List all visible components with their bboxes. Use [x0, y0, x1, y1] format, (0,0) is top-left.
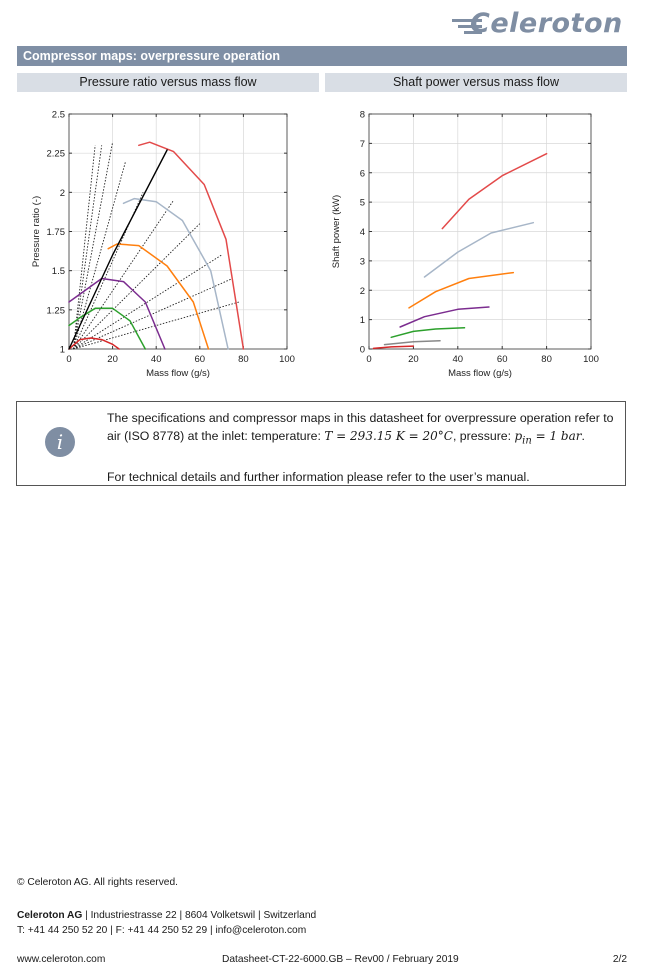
y-tick-label: 7 — [360, 139, 365, 150]
copyright: © Celeroton AG. All rights reserved. — [17, 877, 178, 888]
company-contact: T: +41 44 250 52 20 | F: +41 44 250 52 2… — [17, 925, 307, 936]
x-tick-label: 40 — [151, 354, 162, 365]
x-tick-label: 80 — [541, 354, 552, 365]
section-title: Compressor maps: overpressure operation — [17, 46, 627, 66]
y-tick-label: 2.5 — [52, 110, 65, 121]
series-line-speed-6 — [138, 141, 245, 350]
efficiency-dotted-line — [72, 199, 175, 350]
efficiency-dotted-line — [72, 145, 96, 350]
right-chart-title: Shaft power versus mass flow — [325, 73, 627, 92]
x-tick-label: 20 — [107, 354, 118, 365]
series-line-speed-6 — [441, 152, 548, 230]
y-axis-label: Pressure ratio (-) — [31, 196, 42, 267]
y-tick-label: 4 — [360, 227, 365, 238]
series-line-speed-4 — [408, 271, 515, 309]
brand-name: Celeroton — [470, 8, 623, 39]
temperature-formula: T = 293.15 K = 20°C — [324, 429, 453, 443]
document-id: Datasheet-CT-22-6000.GB – Rev00 / Februa… — [222, 954, 459, 965]
info-icon: i — [45, 427, 75, 457]
y-tick-label: 1 — [60, 345, 65, 356]
series-line-speed-2 — [68, 307, 147, 350]
x-axis-label: Mass flow (g/s) — [448, 368, 512, 379]
pressure-ratio-chart: 0 20 40 60 80 100 1 1.25 1.5 1.75 2 2.25 2.5 Mass flo… — [31, 110, 295, 380]
y-tick-label: 1.25 — [47, 305, 66, 316]
info-paragraph-manual: For technical details and further inform… — [107, 470, 530, 485]
efficiency-dotted-line — [72, 145, 103, 350]
info-box: i The specifications and compressor maps… — [16, 401, 626, 486]
y-axis-label: Shaft power (kW) — [331, 195, 342, 268]
series-line-speed-5 — [423, 221, 535, 278]
x-tick-label: 80 — [238, 354, 249, 365]
series-line-speed-1 — [372, 345, 415, 350]
series-line-speed-3 — [68, 277, 166, 350]
y-tick-label: 3 — [360, 256, 365, 267]
x-tick-label: 0 — [366, 354, 371, 365]
y-tick-label: 2.25 — [47, 149, 66, 160]
series-line-speed-2 — [390, 327, 466, 339]
left-chart-title: Pressure ratio versus mass flow — [17, 73, 319, 92]
efficiency-dotted-line — [72, 142, 114, 350]
website-link[interactable]: www.celeroton.com — [17, 954, 106, 965]
x-tick-label: 60 — [497, 354, 508, 365]
y-tick-label: 1 — [360, 315, 365, 326]
series-line-surge-line — [68, 149, 168, 350]
series-line-speed-5 — [122, 197, 229, 350]
y-tick-label: 1.75 — [47, 227, 66, 238]
efficiency-dotted-line — [73, 278, 233, 350]
info-paragraph-conditions: The specifications and compressor maps i… — [107, 411, 614, 447]
x-tick-label: 60 — [195, 354, 206, 365]
x-tick-label: 40 — [453, 354, 464, 365]
series-line-speed-3 — [399, 306, 490, 328]
pressure-formula: pin = 1 bar — [514, 429, 582, 447]
series-line-speed-1 — [68, 337, 120, 350]
y-tick-label: 2 — [360, 286, 365, 297]
page-number: 2/2 — [612, 954, 627, 965]
company-name: Celeroton AG — [17, 910, 83, 921]
x-tick-label: 100 — [279, 354, 295, 365]
x-tick-label: 20 — [408, 354, 419, 365]
shaft-power-chart: 0 20 40 60 80 100 0 1 2 3 4 5 6 7 8 Mass flow (g/s) Shaf… — [331, 110, 599, 380]
y-tick-label: 2 — [60, 188, 65, 199]
series-line-speed-0 — [383, 340, 441, 346]
x-tick-label: 0 — [66, 354, 71, 365]
efficiency-dotted-line — [73, 254, 222, 350]
y-tick-label: 1.5 — [52, 266, 65, 277]
company-address: Celeroton AG | Industriestrasse 22 | 860… — [17, 910, 317, 936]
efficiency-dotted-line — [73, 301, 240, 350]
y-tick-label: 5 — [360, 198, 365, 209]
series-line-speed-4 — [107, 243, 210, 350]
page-footer: www.celeroton.com Datasheet-CT-22-6000.G… — [17, 954, 627, 965]
info-text: The specifications and compressor maps i… — [107, 409, 622, 486]
y-tick-label: 6 — [360, 168, 365, 179]
efficiency-dotted-line — [72, 160, 127, 350]
y-tick-label: 0 — [360, 345, 365, 356]
x-axis-label: Mass flow (g/s) — [146, 368, 210, 379]
y-tick-label: 8 — [360, 110, 365, 121]
x-tick-label: 100 — [583, 354, 599, 365]
celeroton-logo — [452, 19, 482, 34]
